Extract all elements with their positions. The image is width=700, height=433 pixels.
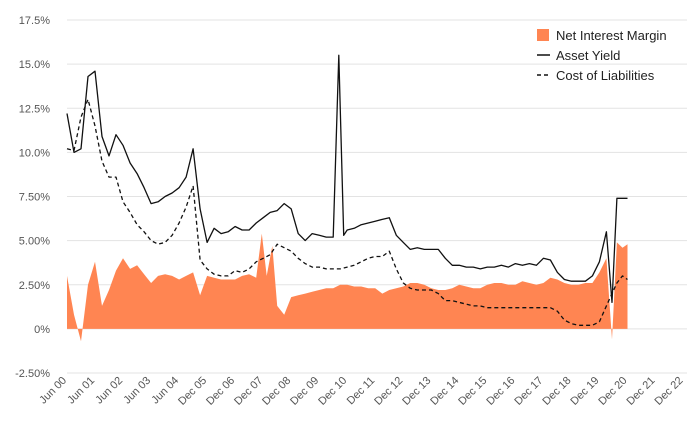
x-tick-label: Dec 18 [540, 375, 573, 408]
series-cost-of-liabilities-line [66, 98, 628, 326]
x-tick-label: Jun 03 [121, 375, 153, 407]
nim-area-layer [67, 233, 628, 342]
x-tick-label: Dec 19 [568, 375, 601, 408]
x-tick-label: Dec 08 [260, 375, 293, 408]
x-tick-label: Jun 02 [93, 375, 125, 407]
y-tick-label: 17.5% [19, 15, 50, 27]
x-tick-label: Dec 15 [456, 375, 489, 408]
y-tick-label: -2.50% [15, 368, 50, 380]
y-tick-label: 12.5% [19, 103, 50, 115]
series-asset-yield-line [66, 54, 628, 304]
x-tick-label: Dec 14 [428, 375, 461, 408]
line-layer [66, 54, 628, 326]
x-tick-label: Dec 10 [316, 375, 349, 408]
y-tick-label: 10.0% [19, 147, 50, 159]
x-tick-label: Dec 07 [232, 375, 265, 408]
legend-label-net-interest-margin: Net Interest Margin [556, 28, 667, 43]
series-net-interest-margin-area [67, 233, 628, 342]
x-tick-label: Dec 12 [372, 375, 405, 408]
legend: Net Interest Margin Asset Yield Cost of … [537, 28, 667, 83]
y-tick-label: 15.0% [19, 59, 50, 71]
x-tick-label: Jun 01 [65, 375, 97, 407]
x-tick-label: Dec 17 [512, 375, 545, 408]
x-tick-label: Jun 04 [149, 375, 181, 407]
x-tick-label: Dec 09 [288, 375, 321, 408]
x-tick-label: Dec 06 [204, 375, 237, 408]
y-tick-label: 7.50% [19, 192, 50, 204]
x-tick-label: Dec 13 [400, 375, 433, 408]
y-tick-label: 0% [34, 324, 50, 336]
legend-label-asset-yield: Asset Yield [556, 48, 620, 63]
x-tick-label: Dec 22 [652, 375, 685, 408]
x-tick-label: Dec 20 [596, 375, 629, 408]
legend-swatch-net-interest-margin [537, 29, 549, 41]
x-tick-label: Dec 05 [176, 375, 209, 408]
x-tick-label: Dec 21 [624, 375, 657, 408]
x-tick-label: Dec 16 [484, 375, 517, 408]
y-tick-label: 5.00% [19, 236, 50, 248]
y-axis-tick-labels: -2.50% 0% 2.50% 5.00% 7.50% 10.0% 12.5% 15.0% 17… [15, 15, 50, 380]
x-tick-label: Dec 11 [345, 375, 378, 408]
legend-label-cost-of-liabilities: Cost of Liabilities [556, 68, 655, 83]
y-tick-label: 2.50% [19, 280, 50, 292]
